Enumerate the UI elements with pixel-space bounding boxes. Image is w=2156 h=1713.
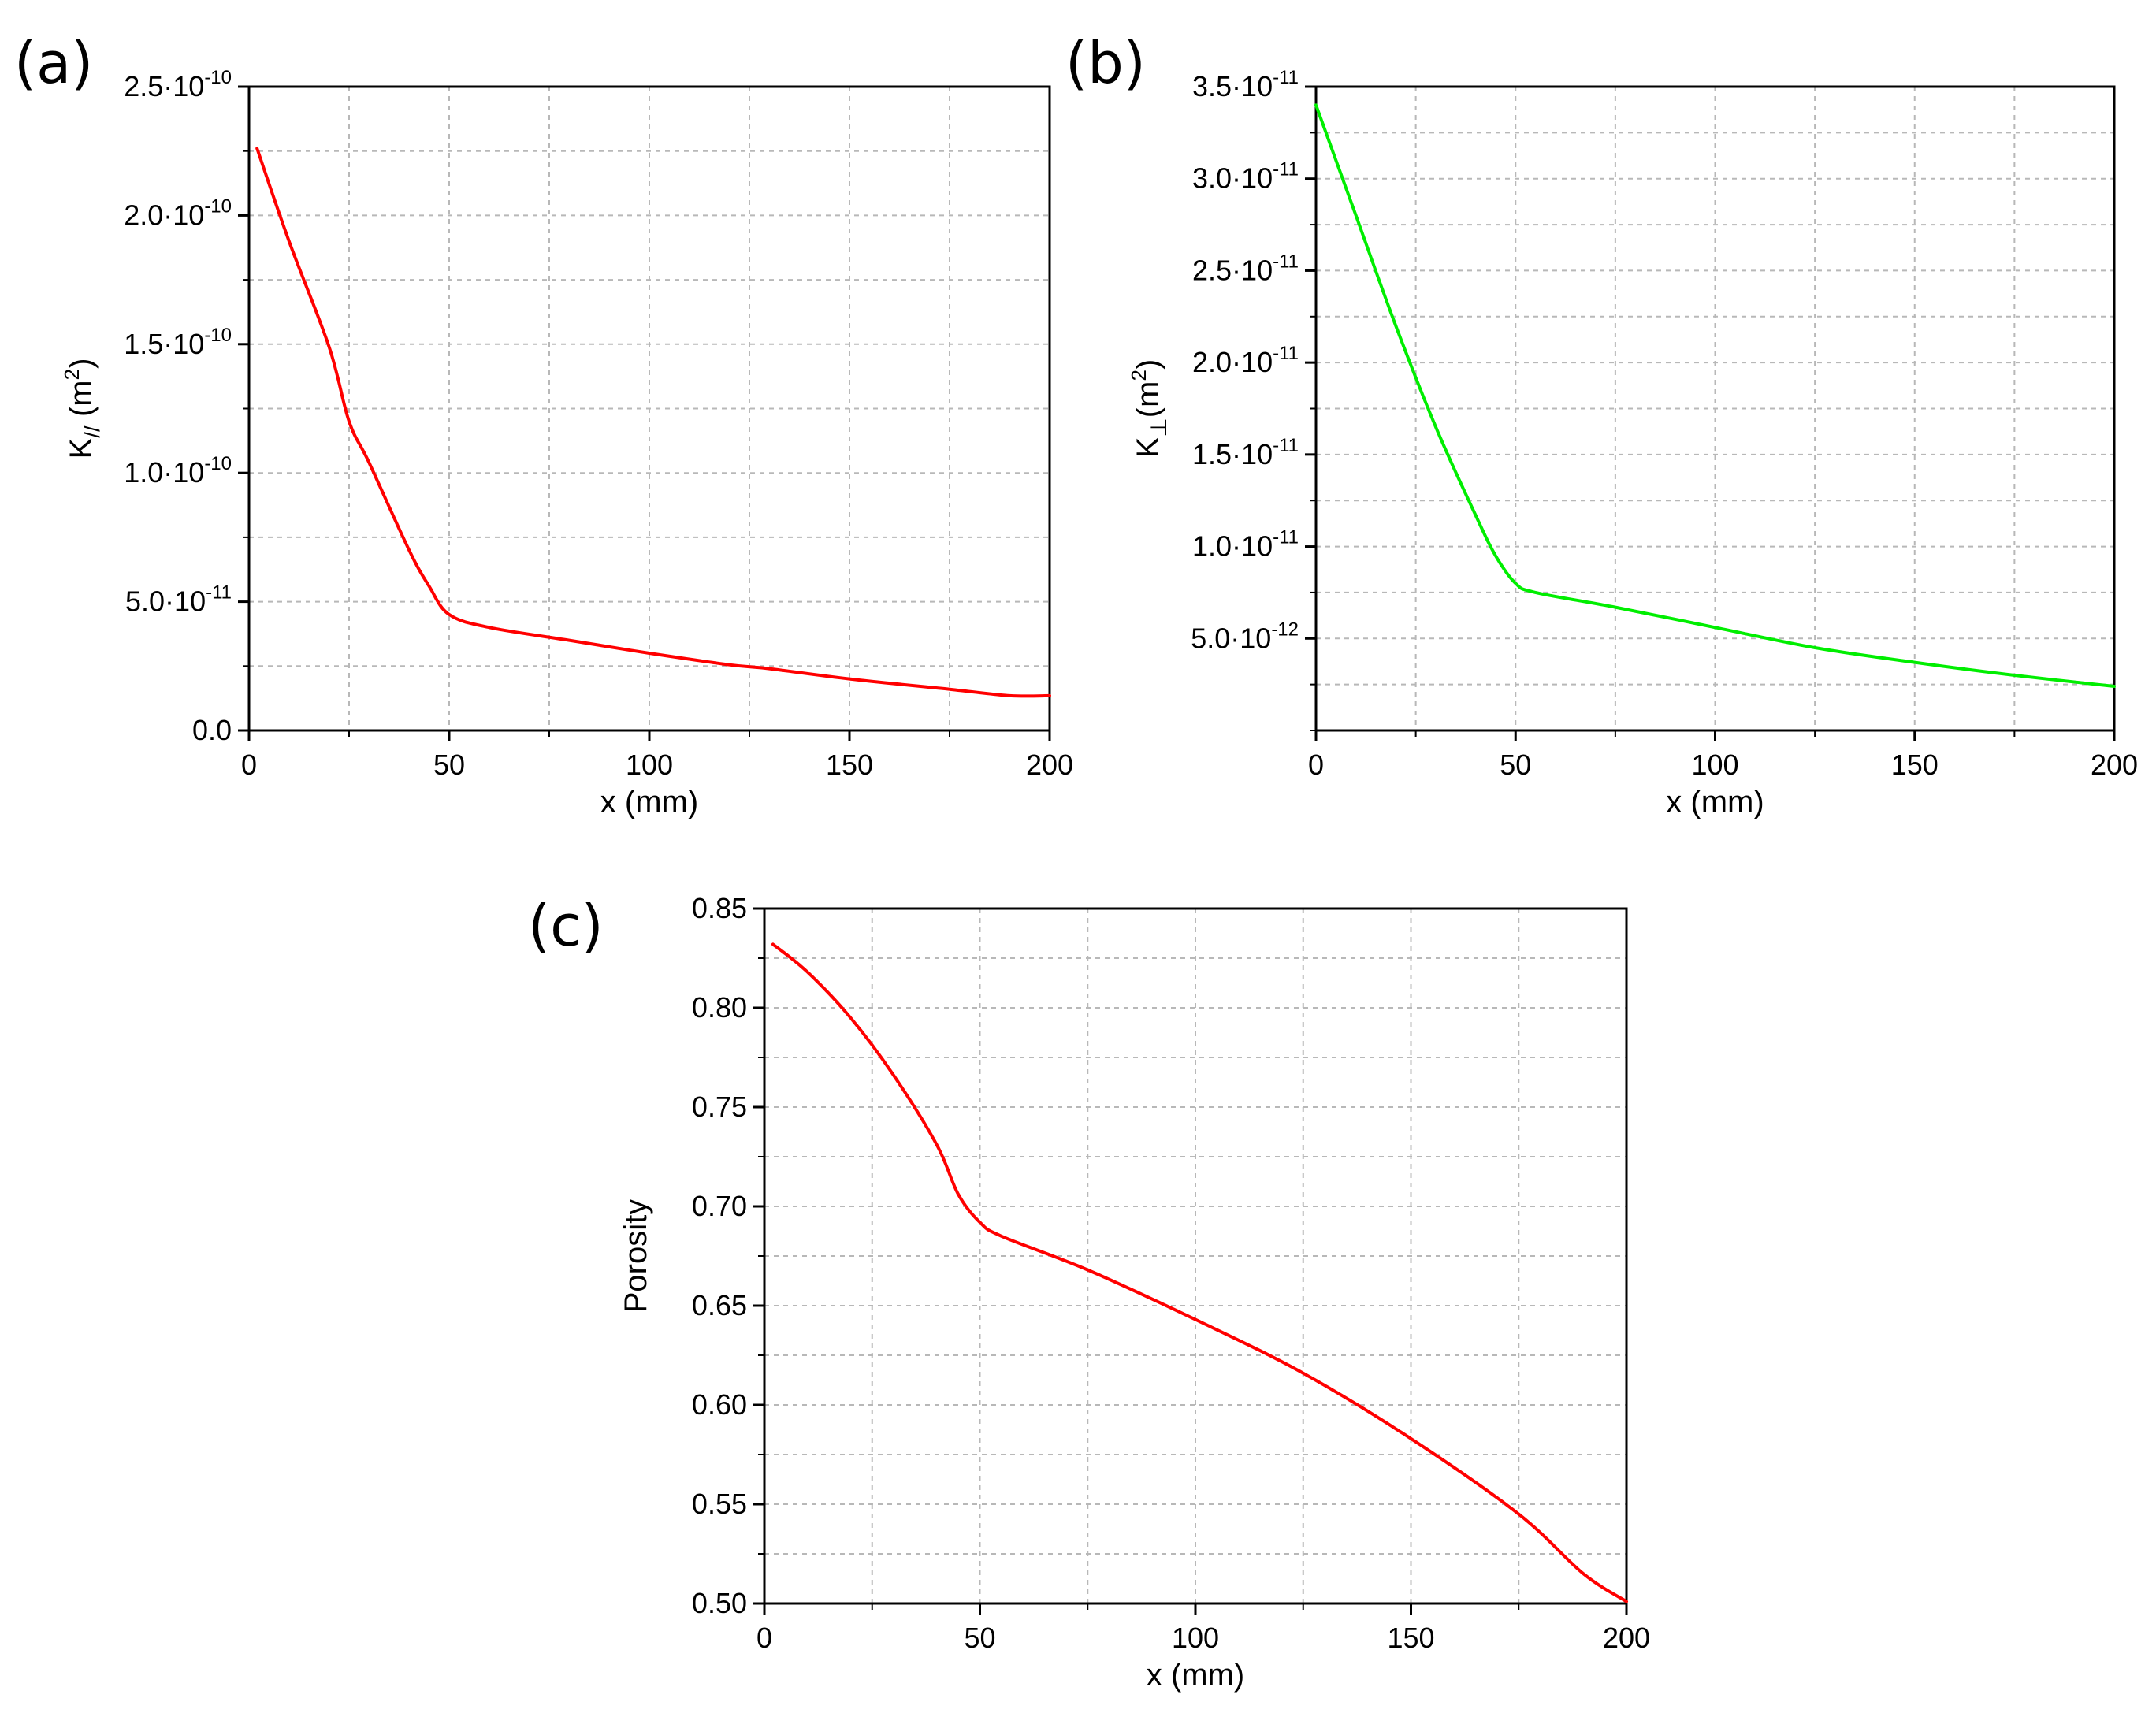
y-tick-label: 3.0·10-11 <box>1192 159 1299 195</box>
data-series-line <box>771 942 1628 1603</box>
y-tick-label: 0.50 <box>692 1587 747 1619</box>
y-axis-title: K⊥(m2) <box>1127 359 1171 459</box>
y-tick-exponent: -10 <box>204 195 232 217</box>
y-tick-mantissa: 2.0·10 <box>124 199 204 231</box>
y-tick-exponent: -11 <box>1273 159 1299 180</box>
y-tick-exponent: -11 <box>1273 67 1299 88</box>
x-axis-title: x (mm) <box>1147 1658 1244 1693</box>
y-axis-title-main: K <box>64 437 99 459</box>
x-tick-label: 200 <box>2091 749 2138 781</box>
x-tick-label: 50 <box>1500 749 1531 781</box>
panel-a: 0 50 100 150 2000.05.0·10-111.0·10-101.5·10-… <box>14 30 1073 819</box>
y-tick-label: 5.0·10-11 <box>125 582 232 618</box>
y-tick-label: 2.5·10-11 <box>1192 251 1299 286</box>
y-tick-label: 0.0 <box>192 714 232 746</box>
x-tick-label: 150 <box>1387 1622 1434 1654</box>
x-tick-label: 0 <box>756 1622 772 1654</box>
y-tick-label: 5.0·10-12 <box>1191 619 1299 654</box>
y-tick-exponent: -11 <box>1273 251 1299 272</box>
x-tick-label: 0 <box>1308 749 1324 781</box>
x-axis-title: x (mm) <box>600 785 698 819</box>
y-axis-title-unit-close: ) <box>64 359 99 369</box>
data-series-line <box>255 147 1051 698</box>
y-axis-title-superscript: 2 <box>60 369 84 380</box>
y-tick-mantissa: 2.5·10 <box>124 70 204 102</box>
y-tick-mantissa: 5.0·10 <box>125 585 206 618</box>
panel-c: 0 50 100 150 200 0.50 0.55 0.60 0.65 0.70 0.75 0.80… <box>528 892 1650 1693</box>
x-tick-label: 100 <box>1172 1622 1219 1654</box>
y-tick-mantissa: 0.0 <box>192 714 232 746</box>
x-tick-label: 150 <box>826 749 873 781</box>
y-tick-label: 3.5·10-11 <box>1192 67 1299 102</box>
y-axis-title-subscript: ⊥ <box>1147 418 1171 437</box>
y-tick-mantissa: 1.0·10 <box>124 456 204 489</box>
x-tick-label: 200 <box>1603 1622 1650 1654</box>
x-tick-label: 150 <box>1891 749 1939 781</box>
x-tick-label: 100 <box>1691 749 1738 781</box>
y-tick-exponent: -11 <box>206 582 232 604</box>
y-tick-label: 0.85 <box>692 892 747 924</box>
y-tick-mantissa: 3.5·10 <box>1192 70 1273 102</box>
y-tick-label: 2.0·10-11 <box>1192 343 1299 378</box>
x-axis-title: x (mm) <box>1666 785 1764 819</box>
y-tick-label: 2.5·10-10 <box>124 67 232 102</box>
y-tick-exponent: -11 <box>1273 343 1299 364</box>
y-axis-title-unit: (m <box>64 380 99 425</box>
y-tick-mantissa: 1.5·10 <box>124 328 204 360</box>
y-tick-label: 0.80 <box>692 991 747 1024</box>
y-tick-mantissa: 5.0·10 <box>1191 622 1271 654</box>
x-tick-label: 50 <box>433 749 465 781</box>
y-axis-title-unit-close: ) <box>1131 359 1165 370</box>
y-tick-label: 2.0·10-10 <box>124 195 232 231</box>
y-axis-title-subscript: // <box>80 425 104 438</box>
x-tick-label: 100 <box>626 749 673 781</box>
y-tick-label: 0.75 <box>692 1091 747 1123</box>
y-axis-title: K// (m2) <box>60 359 104 459</box>
y-tick-label: 0.65 <box>692 1289 747 1321</box>
y-tick-mantissa: 1.5·10 <box>1192 438 1273 470</box>
y-tick-label: 1.5·10-11 <box>1192 435 1299 470</box>
x-tick-label: 200 <box>1026 749 1073 781</box>
y-tick-exponent: -10 <box>204 67 232 88</box>
y-tick-exponent: -10 <box>204 325 232 346</box>
y-tick-label: 0.60 <box>692 1388 747 1421</box>
y-tick-mantissa: 2.5·10 <box>1192 254 1273 286</box>
x-tick-label: 0 <box>241 749 257 781</box>
panel-label: (c) <box>528 893 604 959</box>
y-tick-mantissa: 2.0·10 <box>1192 346 1273 378</box>
y-tick-exponent: -10 <box>204 453 232 474</box>
y-tick-exponent: -11 <box>1273 435 1299 456</box>
x-tick-label: 50 <box>964 1622 995 1654</box>
y-axis-title-unit: (m <box>1131 381 1165 418</box>
y-axis-title-superscript: 2 <box>1127 370 1150 381</box>
y-axis-title-main: K <box>1131 437 1165 458</box>
y-tick-label: 1.0·10-10 <box>124 453 232 489</box>
data-series-line <box>1314 103 2116 688</box>
y-tick-mantissa: 1.0·10 <box>1192 530 1273 563</box>
panel-label: (a) <box>14 30 93 96</box>
y-tick-label: 0.70 <box>692 1190 747 1222</box>
panel-b: 0 50 100 150 2005.0·10-121.0·10-111.5·10-112… <box>1065 30 2138 819</box>
y-tick-mantissa: 3.0·10 <box>1192 162 1273 195</box>
y-tick-exponent: -12 <box>1271 619 1299 640</box>
y-tick-label: 0.55 <box>692 1488 747 1520</box>
y-tick-label: 1.5·10-10 <box>124 325 232 360</box>
panel-label: (b) <box>1065 30 1146 96</box>
y-axis-title: Porosity <box>619 1199 653 1314</box>
y-tick-exponent: -11 <box>1273 527 1299 548</box>
y-tick-label: 1.0·10-11 <box>1192 527 1299 563</box>
